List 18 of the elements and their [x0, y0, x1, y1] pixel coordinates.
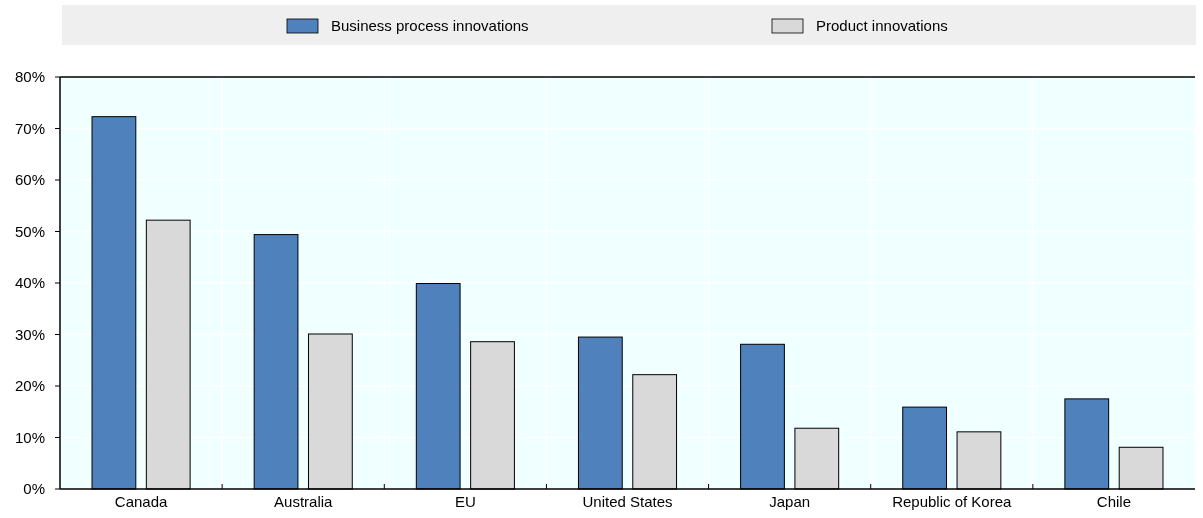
y-tick-label: 80%: [14, 68, 45, 86]
x-tick-label: United States: [582, 493, 673, 510]
x-tick-label: Canada: [114, 493, 168, 510]
y-tick-label: 70%: [14, 119, 45, 137]
legend-label: Business process innovations: [331, 17, 529, 34]
x-tick-label: Chile: [1096, 493, 1132, 510]
y-tick-label: 20%: [14, 377, 45, 395]
y-tick-label: 0%: [23, 480, 45, 498]
y-tick-label: 30%: [14, 325, 45, 343]
x-tick-label: Republic of Korea: [892, 493, 1013, 510]
y-tick-label: 50%: [14, 222, 45, 240]
x-tick-label: Japan: [769, 493, 811, 510]
x-tick-label: Australia: [274, 493, 334, 510]
x-tick-label: EU: [454, 493, 476, 510]
y-tick-label: 60%: [14, 171, 45, 189]
legend-label: Product innovations: [816, 17, 948, 34]
y-tick-label: 40%: [14, 274, 45, 292]
y-tick-label: 10%: [14, 428, 45, 446]
